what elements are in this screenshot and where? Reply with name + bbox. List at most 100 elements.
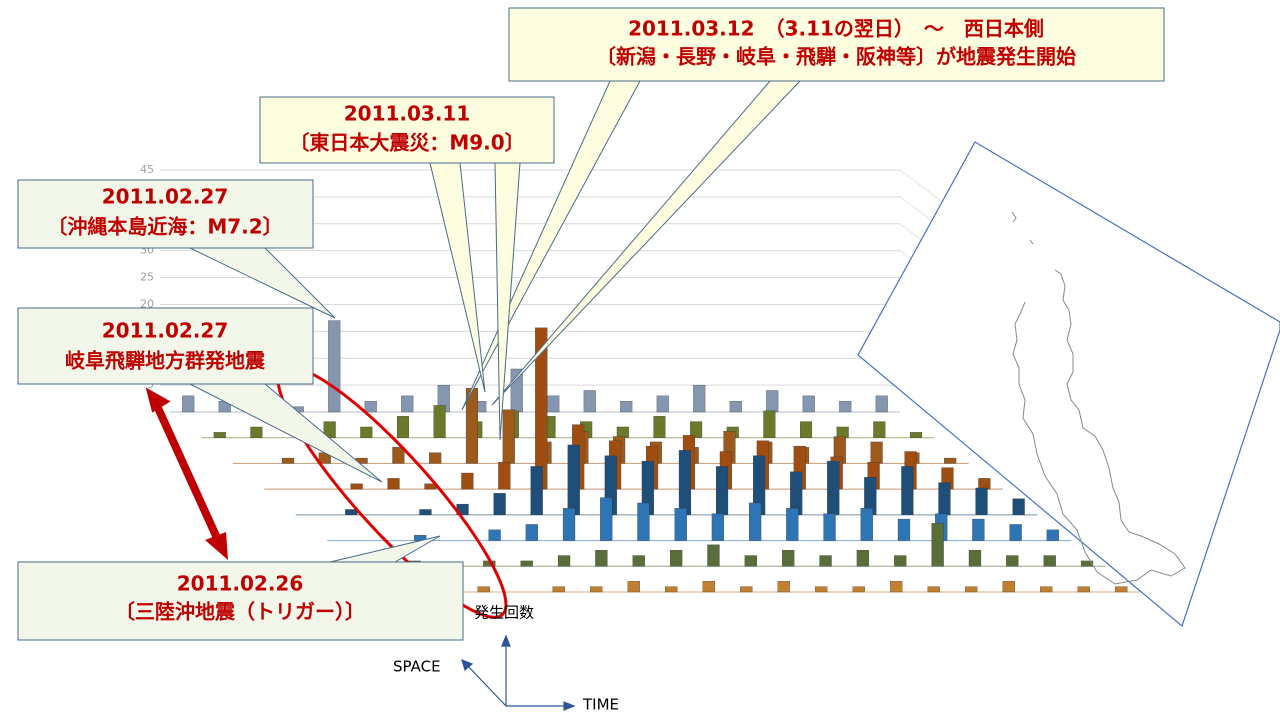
callout-text: 2011.02.26 <box>177 572 304 596</box>
axis-label: TIME <box>582 696 619 714</box>
bar <box>1009 524 1022 541</box>
bar <box>401 395 414 413</box>
map <box>857 141 1280 628</box>
bar <box>364 401 377 413</box>
callout-text: 〔三陸沖地震（トリガー）〕 <box>115 600 365 624</box>
bar <box>1115 586 1128 593</box>
double-arrow <box>145 387 228 560</box>
bar <box>281 457 295 464</box>
bar <box>627 581 640 593</box>
y-tick-label: 5 <box>147 378 154 391</box>
bar <box>890 581 903 593</box>
y-tick-label: 20 <box>140 297 154 310</box>
bar <box>870 441 883 464</box>
bar <box>909 432 922 438</box>
bar <box>901 466 914 516</box>
callout-text: 岐阜飛騨地方群発地震 <box>65 349 266 373</box>
bar <box>856 550 870 567</box>
bar <box>429 452 442 464</box>
bar <box>938 482 951 516</box>
callout: 2011.02.27 〔沖縄本島近海：M7.2〕 <box>17 179 336 319</box>
bar <box>498 462 511 490</box>
bar <box>595 550 608 567</box>
bar <box>897 518 911 541</box>
bar <box>800 421 813 438</box>
bar <box>931 523 944 567</box>
bar <box>740 586 753 593</box>
bar <box>674 508 687 541</box>
bar <box>839 401 852 413</box>
bar <box>665 586 678 593</box>
bar <box>1043 555 1056 567</box>
bar <box>669 550 683 567</box>
callout: 2011.02.27 岐阜飛騨地方群発地震 <box>17 307 383 483</box>
y-tick-label: 25 <box>140 271 154 284</box>
callout-text: 2011.02.27 <box>102 185 229 209</box>
bar <box>972 518 985 541</box>
bar <box>1012 498 1025 516</box>
bar <box>1002 581 1015 593</box>
bar <box>653 416 666 438</box>
bar <box>350 483 363 490</box>
bar <box>530 466 543 516</box>
callout-text: 〔東日本大震災：M9.0〕 <box>289 131 524 155</box>
bar <box>328 320 341 413</box>
bar <box>875 395 888 413</box>
bar <box>583 390 596 413</box>
bar <box>968 550 982 567</box>
bar <box>827 460 840 516</box>
bar <box>493 493 506 516</box>
bar <box>678 450 692 516</box>
bar <box>782 550 795 567</box>
bar <box>815 586 828 593</box>
bar <box>823 513 836 541</box>
bar <box>562 508 576 541</box>
bar <box>690 421 703 438</box>
bar <box>1006 555 1019 567</box>
axis-arrows <box>461 634 576 711</box>
bar <box>802 395 815 413</box>
bar <box>632 555 645 567</box>
bar <box>707 544 720 567</box>
bar <box>567 444 580 516</box>
bar <box>392 447 405 464</box>
bar <box>419 509 432 516</box>
bar <box>433 405 446 438</box>
bar <box>600 497 613 541</box>
bar <box>873 421 886 438</box>
bar <box>488 529 501 541</box>
callout-text: 〔新潟・長野・岐阜・飛騨・阪神等〕が地震発生開始 <box>596 45 1076 69</box>
bar <box>1077 586 1090 593</box>
bar <box>693 384 706 413</box>
bar <box>819 555 832 567</box>
bar <box>978 478 991 490</box>
bar <box>1046 529 1059 541</box>
bar <box>860 508 873 541</box>
bar <box>763 410 776 438</box>
y-tick-label: 45 <box>140 163 154 176</box>
callout-text: 〔沖縄本島近海：M7.2〕 <box>47 215 282 239</box>
bar <box>557 555 571 567</box>
bar <box>852 586 865 593</box>
bar <box>836 426 849 438</box>
bar <box>477 586 490 593</box>
axis-label: SPACE <box>393 658 441 676</box>
bar <box>749 502 762 541</box>
bar <box>786 508 799 541</box>
bar <box>182 395 195 413</box>
bar <box>766 390 779 413</box>
callout: 2011.03.11 〔東日本大震災：M9.0〕 <box>259 96 555 441</box>
bar <box>637 502 650 541</box>
axis-label: 発生回数 <box>474 604 534 622</box>
callout-text: 2011.03.12 （3.11の翌日） ～ 西日本側 <box>628 17 1044 41</box>
callout-text: 2011.03.11 <box>344 102 471 126</box>
bar <box>1080 560 1094 567</box>
bar <box>729 401 742 413</box>
callout-text: 2011.02.27 <box>102 319 229 343</box>
bar <box>552 586 565 593</box>
bar <box>777 581 790 593</box>
bar <box>616 426 629 438</box>
bar <box>461 472 474 490</box>
bar <box>715 466 729 516</box>
